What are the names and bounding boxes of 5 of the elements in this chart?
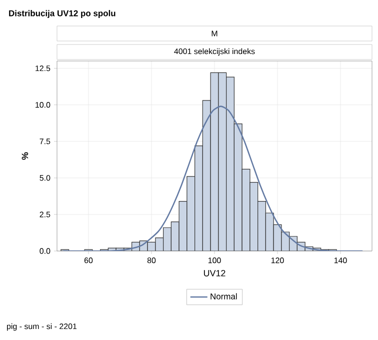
x-axis-title: UV12 [204,270,226,276]
chart-title: Distribucija UV12 po spolu [9,10,116,18]
y-axis-title: % [22,152,28,160]
line-series [62,106,364,251]
legend-label: Normal [210,293,237,300]
